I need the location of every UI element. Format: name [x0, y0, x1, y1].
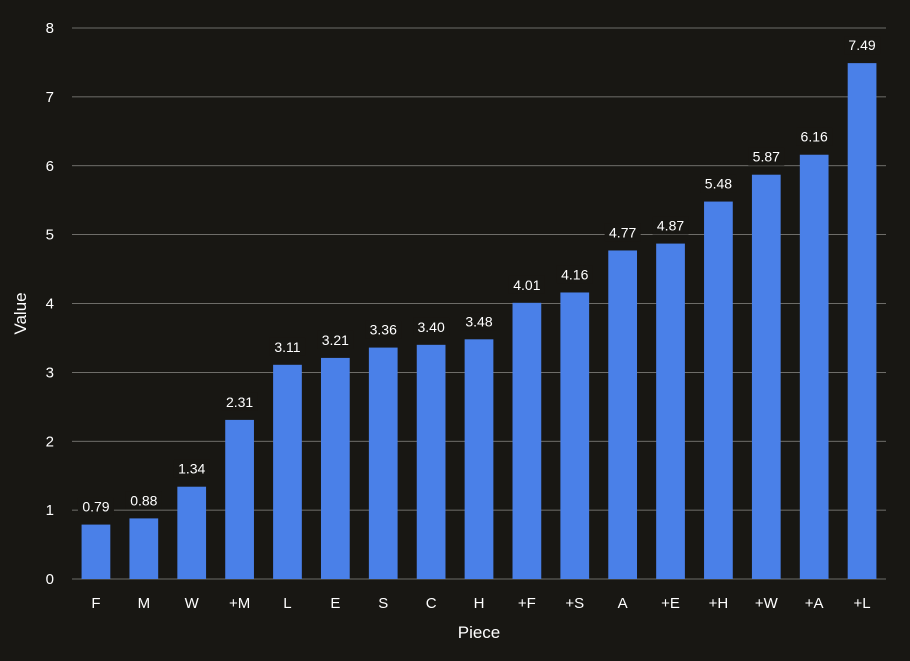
y-tick-label: 0 [46, 571, 54, 588]
x-tick-label-+A: +A [805, 595, 824, 612]
data-label-background [796, 127, 833, 146]
y-tick-label: 3 [46, 364, 54, 381]
y-tick-label: 5 [46, 227, 54, 244]
data-label-background [269, 337, 306, 356]
bar-F [81, 524, 111, 579]
y-tick-label: 2 [46, 433, 54, 450]
bar-+S [560, 292, 590, 579]
x-tick-label-A: A [618, 595, 628, 612]
data-label-+L: 7.49 [848, 37, 875, 53]
bar-L [273, 364, 302, 579]
x-tick-label-+S: +S [565, 595, 584, 612]
data-label-background [604, 223, 641, 242]
data-label-background [461, 312, 497, 331]
x-tick-label-+E: +E [661, 595, 680, 612]
data-label-+W: 5.87 [753, 149, 780, 165]
data-label-A: 4.77 [609, 224, 636, 240]
bar-+F [512, 302, 542, 579]
data-label-background [77, 497, 114, 516]
y-tick-label: 1 [46, 502, 54, 519]
x-tick-label-F: F [91, 595, 100, 612]
data-label-background [748, 147, 785, 166]
x-tick-label-+W: +W [755, 595, 779, 612]
data-label-S: 3.36 [370, 322, 397, 338]
data-label-background [700, 174, 737, 193]
y-tick-label: 6 [46, 158, 54, 175]
data-label-+E: 4.87 [657, 218, 684, 234]
x-tick-label-S: S [378, 595, 388, 612]
data-label-+S: 4.16 [561, 266, 588, 282]
data-label-+F: 4.01 [513, 277, 540, 293]
data-label-E: 3.21 [322, 332, 349, 348]
bar-+A [799, 154, 829, 580]
bar-+E [656, 243, 685, 580]
x-tick-label-L: L [283, 595, 291, 612]
x-axis-title: Piece [458, 623, 501, 642]
data-label-background [652, 216, 689, 235]
bar-+W [751, 174, 781, 580]
x-tick-label-H: H [474, 595, 485, 612]
bar-M [129, 518, 159, 579]
bar-+H [704, 201, 733, 579]
data-label-background [556, 265, 593, 284]
data-label-W: 1.34 [178, 461, 205, 477]
y-tick-label: 4 [46, 296, 54, 313]
data-label-C: 3.40 [417, 319, 444, 335]
gridlines [72, 27, 886, 580]
bar-+M [225, 419, 254, 579]
data-label-M: 0.88 [130, 492, 157, 508]
x-tick-label-+H: +H [709, 595, 729, 612]
y-tick-label: 7 [46, 89, 54, 106]
x-tick-label-C: C [426, 595, 437, 612]
bar-W [177, 486, 207, 579]
data-label-L: 3.11 [274, 339, 300, 355]
bar-C [416, 344, 446, 579]
y-tick-label: 8 [46, 20, 54, 37]
bar-A [608, 250, 638, 579]
x-tick-label-+F: +F [518, 595, 536, 612]
data-label-F: 0.79 [82, 499, 109, 515]
data-label-background [365, 320, 402, 339]
data-label-+H: 5.48 [705, 176, 732, 192]
data-label-background [317, 330, 354, 349]
data-label-H: 3.48 [465, 313, 492, 329]
x-tick-label-W: W [185, 595, 200, 612]
bar-E [320, 357, 350, 579]
bar-+L [847, 63, 877, 580]
x-tick-label-+M: +M [229, 595, 250, 612]
data-labels: 0.79 0.88 1.34 2.31 3.11 3.21 3.36 3.40 3.48 4.01… [77, 36, 881, 516]
data-label-+A: 6.16 [801, 129, 828, 145]
data-label-background [221, 392, 258, 411]
data-label-background [844, 36, 881, 55]
x-tick-label-M: M [138, 595, 151, 612]
x-axis-ticks: F M W +M L E S C H +F +S A +E +H +W +A +L [91, 595, 870, 612]
bars [81, 63, 877, 580]
y-axis-title: Value [11, 292, 30, 334]
data-label-background [173, 459, 210, 478]
data-label-background [125, 491, 162, 510]
data-label-background [413, 317, 450, 336]
data-label-+M: 2.31 [226, 394, 253, 410]
data-label-background [508, 275, 545, 294]
y-axis-ticks: 0 1 2 3 4 5 6 7 8 [46, 20, 54, 588]
bar-H [464, 339, 494, 579]
x-tick-label-E: E [330, 595, 340, 612]
x-tick-label-+L: +L [854, 595, 871, 612]
bar-S [368, 347, 398, 579]
